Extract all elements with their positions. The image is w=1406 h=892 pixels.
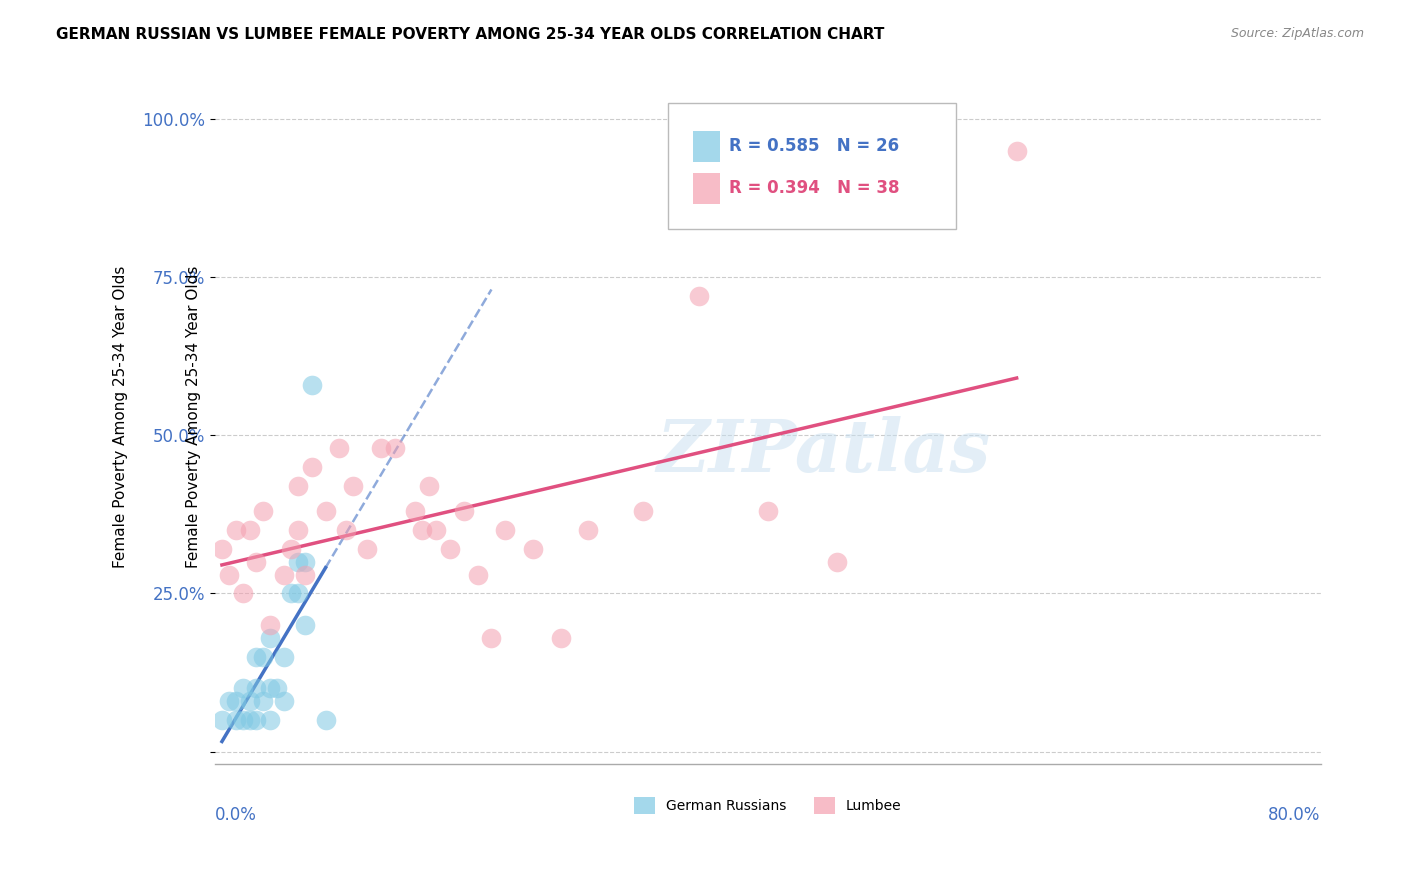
Text: 80.0%: 80.0% (1268, 806, 1320, 824)
Point (633, 504, 655, 518)
Point (266, 681, 288, 696)
Point (342, 479, 364, 493)
Text: 0.0%: 0.0% (215, 806, 257, 824)
Y-axis label: Female Poverty Among 25-34 Year Olds: Female Poverty Among 25-34 Year Olds (186, 265, 201, 567)
Text: R = 0.585   N = 26: R = 0.585 N = 26 (730, 137, 900, 155)
Point (245, 555, 267, 569)
Point (273, 694, 295, 708)
Point (576, 523, 599, 537)
Point (494, 523, 516, 537)
Point (225, 713, 247, 727)
Point (294, 618, 316, 632)
Point (211, 542, 233, 557)
Y-axis label: Female Poverty Among 25-34 Year Olds: Female Poverty Among 25-34 Year Olds (114, 265, 128, 567)
Point (245, 649, 267, 664)
Point (825, 555, 848, 569)
Point (287, 586, 309, 600)
Point (356, 542, 378, 557)
Point (225, 694, 247, 708)
Point (522, 542, 544, 557)
FancyBboxPatch shape (668, 103, 956, 228)
Point (301, 377, 323, 392)
Point (259, 713, 281, 727)
Point (259, 631, 281, 645)
Point (245, 713, 267, 727)
Point (259, 681, 281, 696)
Point (481, 631, 503, 645)
Point (453, 504, 475, 518)
Point (439, 542, 461, 557)
Point (384, 441, 406, 455)
Point (239, 523, 262, 537)
Point (287, 555, 309, 569)
Point (218, 567, 240, 582)
Point (225, 523, 247, 537)
Point (404, 504, 426, 518)
Point (218, 694, 240, 708)
Point (301, 460, 323, 475)
Point (411, 523, 433, 537)
Point (239, 694, 262, 708)
Point (252, 649, 274, 664)
Point (211, 713, 233, 727)
Point (245, 681, 267, 696)
Point (418, 479, 440, 493)
Point (370, 441, 392, 455)
Point (252, 504, 274, 518)
Point (328, 441, 350, 455)
Point (273, 567, 295, 582)
Text: ZIPatlas: ZIPatlas (657, 416, 990, 487)
Point (756, 504, 779, 518)
Point (287, 523, 309, 537)
Point (287, 479, 309, 493)
Point (294, 567, 316, 582)
Point (280, 542, 302, 557)
Bar (693, 173, 720, 204)
Point (688, 289, 710, 303)
Point (273, 649, 295, 664)
Point (425, 523, 447, 537)
Point (315, 504, 337, 518)
Point (315, 713, 337, 727)
Point (294, 555, 316, 569)
Point (467, 567, 489, 582)
Point (232, 681, 254, 696)
Point (550, 631, 572, 645)
Point (1005, 144, 1028, 158)
Text: R = 0.394   N = 38: R = 0.394 N = 38 (730, 179, 900, 197)
Text: GERMAN RUSSIAN VS LUMBEE FEMALE POVERTY AMONG 25-34 YEAR OLDS CORRELATION CHART: GERMAN RUSSIAN VS LUMBEE FEMALE POVERTY … (56, 27, 884, 42)
Point (280, 586, 302, 600)
Point (259, 618, 281, 632)
Point (232, 713, 254, 727)
Legend: German Russians, Lumbee: German Russians, Lumbee (628, 792, 907, 820)
Point (232, 586, 254, 600)
Bar (693, 131, 720, 162)
Point (239, 713, 262, 727)
Text: Source: ZipAtlas.com: Source: ZipAtlas.com (1230, 27, 1364, 40)
Point (335, 523, 357, 537)
Point (252, 694, 274, 708)
